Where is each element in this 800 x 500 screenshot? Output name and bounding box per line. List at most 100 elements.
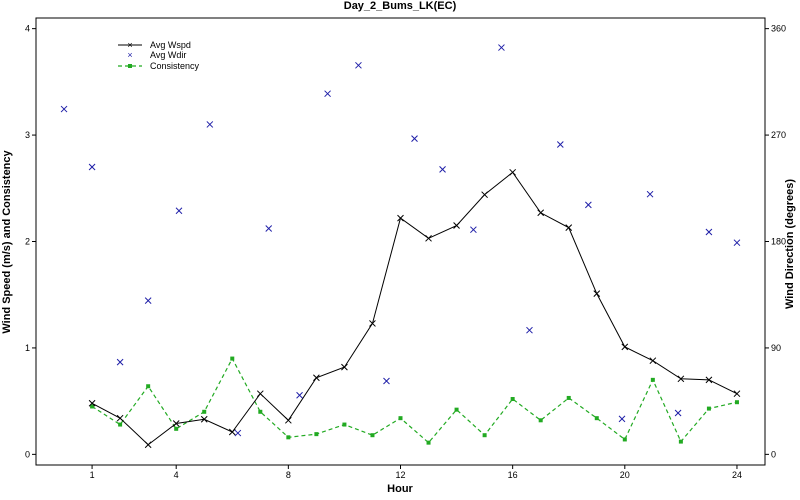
wspd-point-stroke [228,428,236,436]
legend-label-wspd: Avg Wspd [150,40,191,50]
wdir-point [88,163,96,171]
consistency-point [118,422,123,427]
x-tick-label: 16 [508,470,518,480]
wspd-point-stroke [509,168,517,176]
wspd-point [425,234,432,242]
consistency-point [342,422,347,427]
wdir-point-stroke [733,239,741,247]
y-tick-label: 1 [25,343,30,353]
consistency-point [734,400,739,405]
y-tick-label: 3 [25,130,30,140]
wdir-point-stroke [234,429,242,437]
wdir-point [234,429,242,437]
y2-tick-label: 90 [771,343,781,353]
wdir-point [296,391,303,399]
x-tick-label: 8 [286,470,291,480]
wspd-point [621,343,629,351]
series-line-wspd [91,171,738,446]
wdir-point-stroke [411,135,418,142]
wdir-point [265,225,273,232]
wspd-point [88,399,96,407]
wdir-point [324,90,331,98]
consistency-point [146,384,151,389]
wdir-point-stroke [88,163,96,171]
consistency-point [202,409,207,414]
wspd-point-stroke [453,222,460,229]
x-axis-label: Hour [387,483,413,495]
x-tick-label: 1 [90,470,95,480]
chart-title: Day_2_Bums_LK(EC) [344,0,457,12]
wspd-point [116,414,124,422]
y-tick-label: 2 [25,237,30,247]
wspd-point [369,320,376,327]
wspd-point-stroke [649,357,657,365]
wspd-point-stroke [481,191,488,199]
wspd-point [228,428,236,436]
wspd-point [313,374,320,382]
consistency-point [454,407,459,412]
legend-marker-wdir: × [127,50,132,60]
x-tick-label: 4 [174,470,179,480]
consistency-point [370,433,375,438]
wdir-point-stroke [646,190,654,198]
wspd-point-stroke [88,399,96,407]
wdir-point [439,166,446,173]
wdir-point-stroke [296,391,303,399]
wspd-point [677,375,685,383]
wdir-point [355,61,362,69]
wspd-point-stroke [705,376,713,384]
wdir-point-stroke [324,90,331,98]
legend-marker-wspd: × [127,40,132,50]
wdir-point-stroke [439,166,446,173]
series-line-consistency [91,357,738,444]
wspd-point-stroke [537,209,545,217]
wspd-point-stroke [313,374,320,382]
wspd-point-stroke [284,416,292,424]
wdir-point-stroke [175,207,183,215]
wdir-point-stroke [674,409,682,417]
wspd-point [705,376,713,384]
wdir-point [498,44,505,51]
x-tick-label: 20 [620,470,630,480]
wspd-point [397,214,404,222]
wspd-point [453,222,460,229]
consistency-point [258,409,263,414]
wspd-point [200,415,208,423]
wdir-point [556,141,564,148]
wspd-point-stroke [144,441,152,449]
wspd-point [256,390,264,398]
wdir-point-stroke [265,225,273,232]
wspd-point-stroke [565,224,573,232]
y-tick-label: 0 [25,449,30,459]
consistency-point [510,397,515,402]
wdir-point [144,297,152,304]
wdir-point [733,239,741,247]
y-axis-left: 0 1 2 3 4 [25,24,36,459]
x-tick-label: 12 [395,470,405,480]
wspd-point-stroke [172,420,180,427]
legend-marker-consistency [128,64,132,68]
y2-axis-label: Wind Direction (degrees) [784,179,796,309]
legend-label-consistency: Consistency [150,61,200,71]
wspd-point-stroke [116,414,124,422]
consistency-point [566,395,571,400]
wdir-point-stroke [470,226,477,234]
consistency-point [538,418,543,423]
y2-tick-label: 270 [771,130,786,140]
wspd-point-stroke [341,363,348,371]
series-layer [60,44,741,449]
consistency-point [426,440,431,445]
wdir-point-stroke [60,105,68,113]
wspd-point-stroke [397,214,404,222]
wdir-point-stroke [206,121,214,128]
wspd-point [341,363,348,371]
wdir-point [383,377,390,385]
wspd-point [481,191,488,199]
wdir-point [646,190,654,198]
wdir-point-stroke [526,326,533,334]
y2-tick-label: 0 [771,449,776,459]
wspd-point [172,420,180,427]
y-tick-label: 4 [25,24,30,34]
consistency-point [174,426,179,431]
